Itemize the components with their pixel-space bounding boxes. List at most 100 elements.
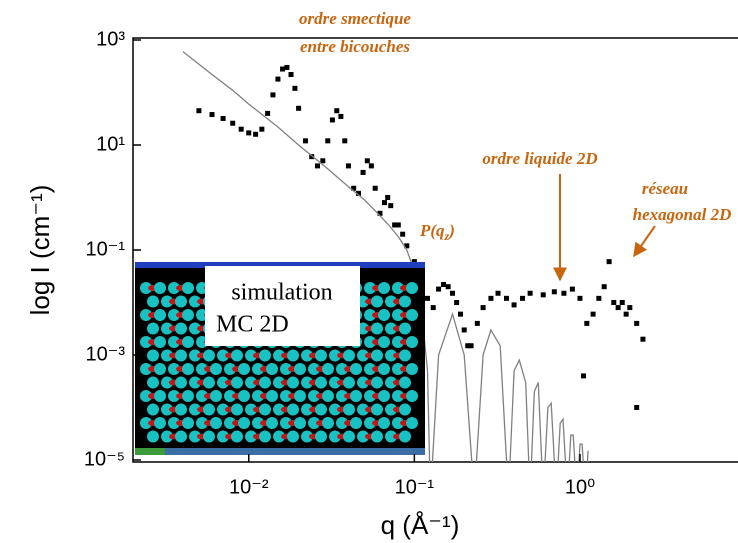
inset-particle	[350, 417, 362, 429]
data-point	[392, 222, 398, 228]
data-point	[458, 311, 464, 317]
inset-particle	[147, 403, 159, 416]
data-point	[265, 110, 271, 116]
inset-particle	[210, 363, 222, 375]
data-point	[411, 259, 417, 265]
inset-particle	[231, 349, 243, 362]
inset-particle	[210, 390, 222, 402]
inset-particle	[350, 363, 362, 375]
inset-particle	[189, 430, 201, 443]
inset-particle	[406, 417, 418, 429]
data-point	[640, 336, 646, 342]
inset-particle	[336, 390, 348, 402]
y-tick-label: 10⁻⁵	[84, 448, 125, 470]
inset-particle	[245, 376, 257, 389]
inset-particle	[378, 309, 390, 321]
data-point	[468, 343, 474, 349]
inset-particle	[392, 417, 404, 429]
inset-particle	[161, 376, 173, 389]
inset-particle	[308, 390, 320, 402]
inset-particle	[217, 376, 229, 389]
inset-particle	[182, 363, 194, 375]
data-point	[520, 295, 526, 301]
inset-particle	[168, 390, 180, 402]
inset-particle	[161, 322, 173, 335]
inset-particle	[315, 349, 327, 362]
inset-particle	[140, 282, 152, 294]
data-point	[345, 163, 351, 169]
inset-particle	[196, 363, 208, 375]
data-point	[356, 190, 362, 196]
data-point	[288, 72, 294, 78]
inset-particle	[301, 430, 313, 443]
data-point	[634, 320, 640, 326]
inset-particle	[182, 390, 194, 402]
inset-particle	[315, 430, 327, 443]
data-point	[569, 286, 575, 292]
inset-particle	[189, 376, 201, 389]
data-point	[377, 210, 383, 216]
data-point	[527, 290, 533, 296]
data-point	[441, 282, 447, 288]
inset-particle	[182, 417, 194, 429]
inset-particle	[329, 349, 341, 362]
inset-particle	[315, 376, 327, 389]
data-point	[351, 185, 357, 191]
inset-particle	[182, 336, 194, 348]
inset-particle	[189, 349, 201, 362]
inset-particle	[182, 282, 194, 294]
inset-particle	[259, 376, 271, 389]
data-point	[196, 108, 202, 114]
inset-particle	[238, 390, 250, 402]
inset-particle	[168, 336, 180, 348]
y-tick-label: 10¹	[96, 133, 125, 155]
inset-particle	[245, 349, 257, 362]
inset-particle	[161, 430, 173, 443]
inset-particle	[357, 376, 369, 389]
inset-particle	[378, 390, 390, 402]
inset-particle	[371, 430, 383, 443]
inset-particle	[301, 376, 313, 389]
inset-particle	[385, 349, 397, 362]
inset-particle	[252, 363, 264, 375]
data-point	[296, 105, 302, 111]
inset-particle	[266, 363, 278, 375]
inset-particle	[343, 430, 355, 443]
inset-particle	[196, 417, 208, 429]
inset-particle	[399, 376, 411, 389]
inset-particle	[378, 336, 390, 348]
inset-particle	[392, 309, 404, 321]
data-point	[430, 305, 436, 311]
inset-particle	[252, 390, 264, 402]
inset-particle	[161, 295, 173, 308]
x-tick-label: 10⁻²	[229, 476, 269, 498]
inset-particle	[392, 336, 404, 348]
x-tick-label: 10⁰	[565, 476, 595, 498]
inset-particle	[245, 403, 257, 416]
inset-particle	[392, 363, 404, 375]
inset-particle	[154, 336, 166, 348]
inset-particle	[154, 363, 166, 375]
annotation: ordre liquide 2D	[482, 149, 597, 168]
inset-particle	[343, 403, 355, 416]
inset-particle	[322, 390, 334, 402]
inset-particle	[196, 390, 208, 402]
data-point	[465, 343, 471, 349]
data-point	[334, 108, 340, 114]
inset-particle	[308, 417, 320, 429]
inset-particle	[140, 363, 152, 375]
data-point	[275, 76, 281, 82]
data-point	[619, 300, 625, 305]
data-point	[364, 158, 370, 164]
data-point	[314, 163, 320, 169]
inset-particle	[406, 390, 418, 402]
annotation-text: P(q	[419, 221, 445, 240]
data-point	[320, 158, 326, 164]
inset-particle	[287, 403, 299, 416]
inset-particle	[378, 417, 390, 429]
data-point	[292, 85, 298, 91]
inset-particle	[175, 430, 187, 443]
data-point	[259, 126, 265, 132]
inset-particle	[364, 390, 376, 402]
